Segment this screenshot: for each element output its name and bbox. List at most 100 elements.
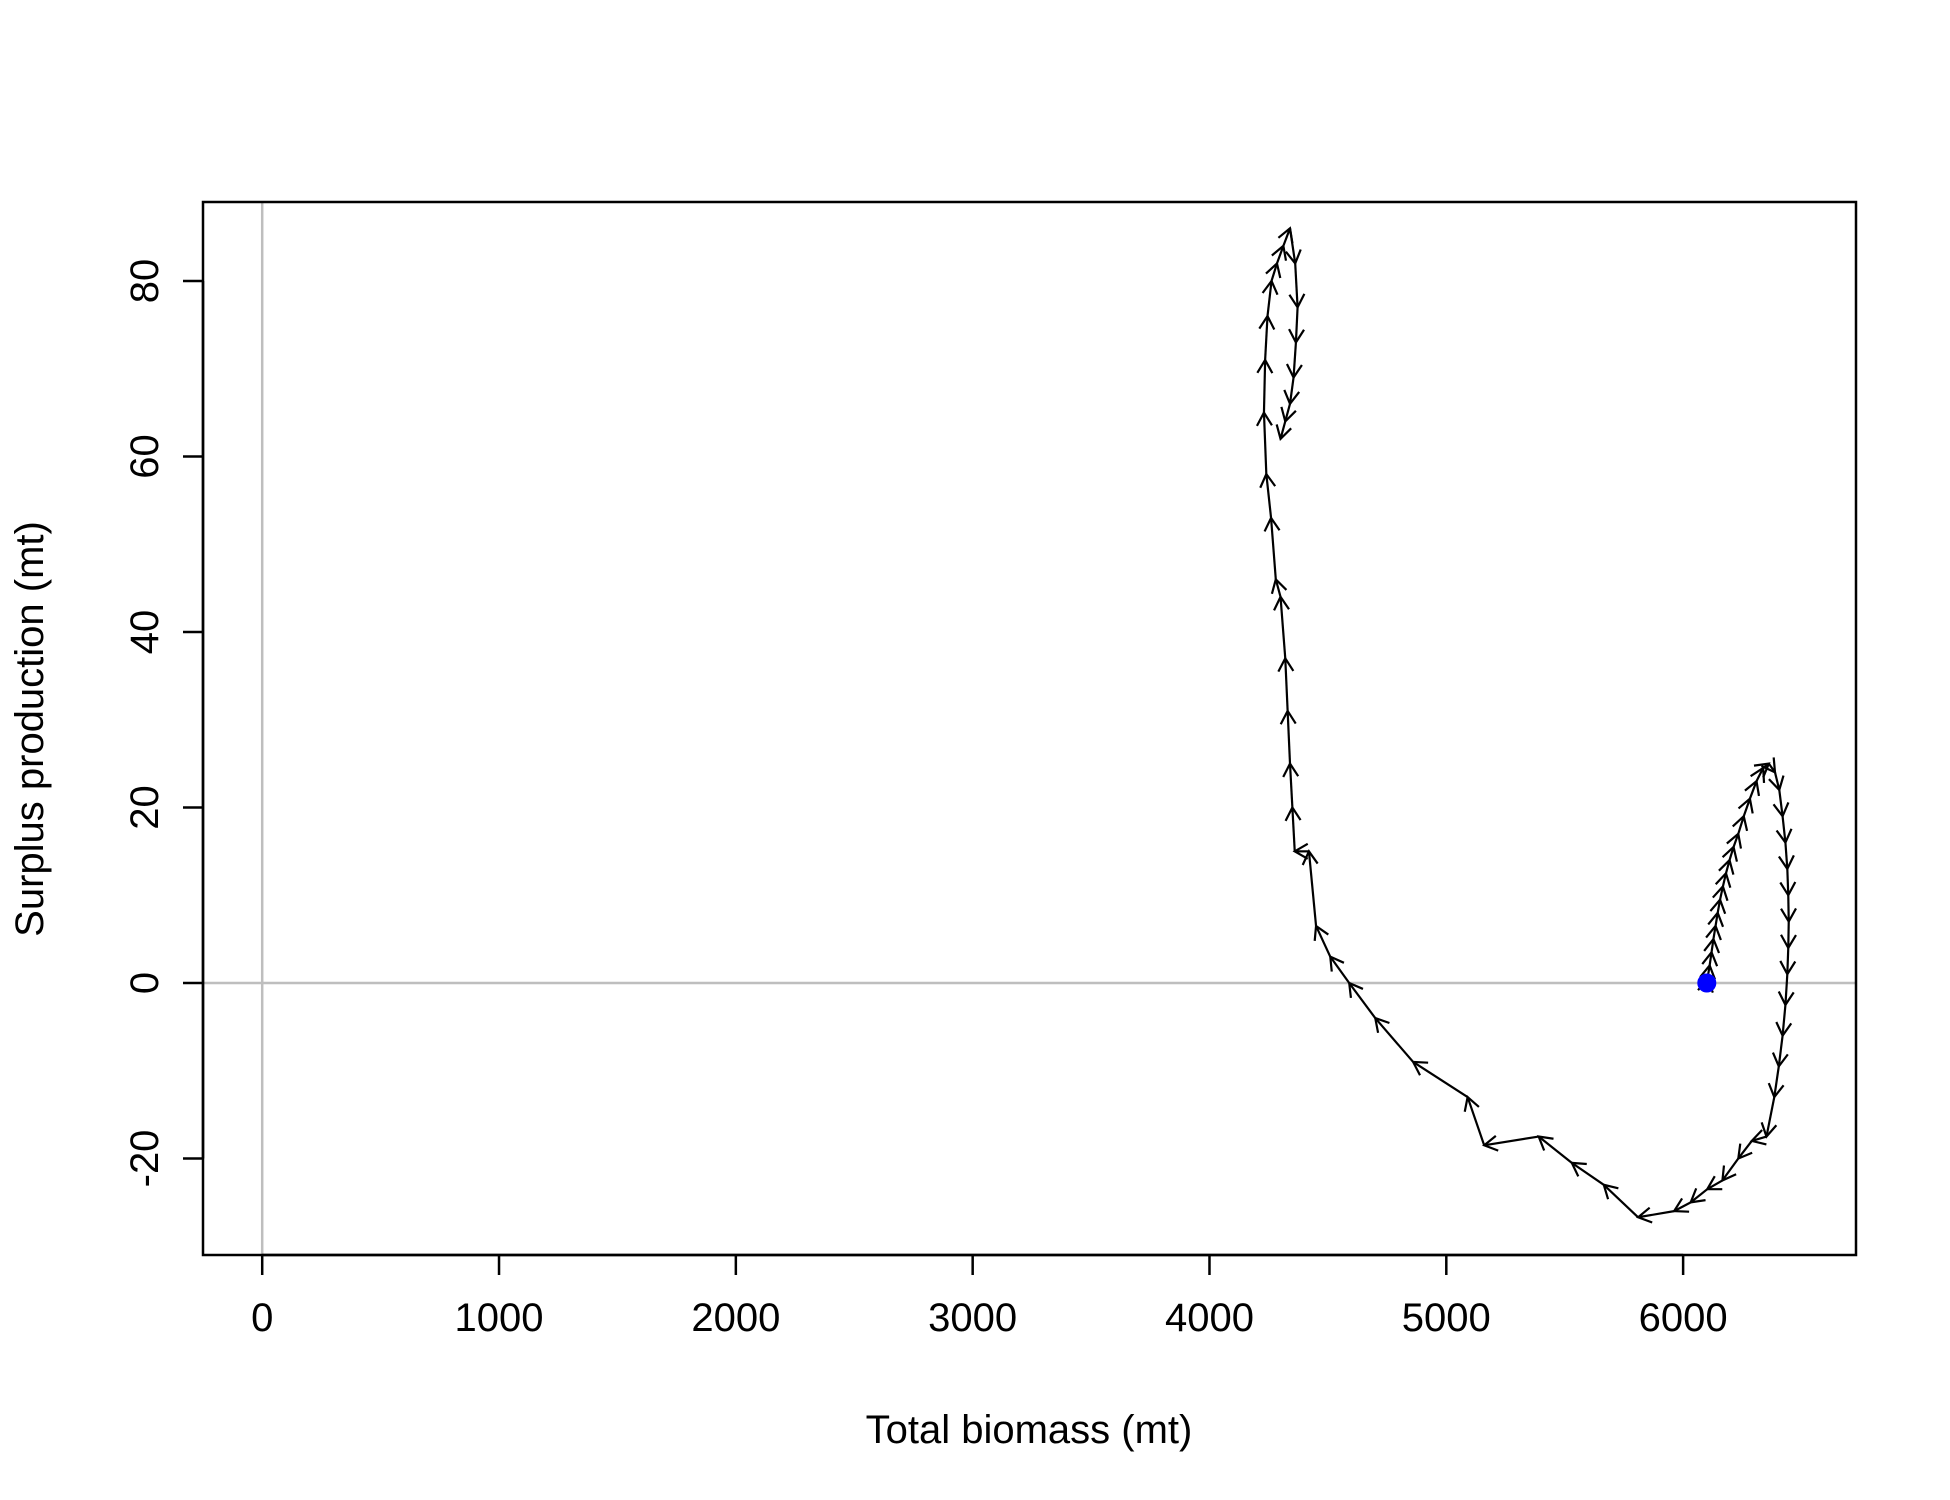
trajectory-arrowhead (1780, 934, 1797, 951)
trajectory-arrowhead (1712, 884, 1729, 902)
trajectory-arrowhead (1482, 1134, 1499, 1152)
trajectory-arrowhead (1313, 923, 1329, 941)
trajectory-arrowhead (1767, 1082, 1785, 1100)
trajectory-segment (1721, 1157, 1740, 1182)
trajectory-arrowhead (1347, 981, 1364, 999)
trajectory (1262, 227, 1790, 1219)
trajectory-arrowhead (1259, 471, 1277, 489)
trajectory-arrowhead (1701, 950, 1719, 967)
trajectory-arrowhead (1721, 1165, 1737, 1183)
trajectory-arrowhead (1772, 801, 1790, 819)
trajectory-arrowhead (1265, 261, 1282, 279)
end-point (1697, 973, 1717, 993)
y-tick-label: 80 (123, 259, 167, 304)
trajectory-segment (1279, 596, 1287, 659)
trajectory-segment (1329, 956, 1351, 984)
trajectory-segment (1748, 780, 1758, 800)
trajectory-arrowhead (1635, 1206, 1653, 1224)
trajectory-arrowhead (1258, 313, 1276, 330)
y-tick-label: 40 (123, 610, 167, 655)
end-point-marker (1697, 973, 1717, 993)
trajectory-segment (1786, 947, 1790, 975)
trajectory-arrowhead (1275, 424, 1292, 442)
trajectory-arrowhead (1688, 1187, 1706, 1204)
trajectory-segment (1603, 1184, 1639, 1219)
trajectory-segment (1721, 873, 1728, 887)
trajectory-arrowhead (1285, 249, 1302, 266)
trajectory-segment (1269, 517, 1277, 580)
trajectory-arrowhead (1709, 897, 1727, 915)
trajectory-segment (1784, 974, 1789, 1005)
trajectory-segment (1718, 886, 1724, 900)
trajectory-segment (1282, 227, 1292, 247)
trajectory-arrowhead (1411, 1060, 1429, 1076)
trajectory-segment (1781, 1004, 1787, 1036)
trajectory-segment (1288, 763, 1294, 808)
trajectory-segment (1765, 1096, 1776, 1137)
trajectory-arrowhead (1768, 775, 1785, 793)
trajectory-segment (1742, 798, 1751, 817)
trajectory-segment (1751, 1135, 1767, 1142)
trajectory-arrowhead (1736, 1143, 1753, 1161)
x-tick-label: 3000 (928, 1296, 1017, 1340)
trajectory-arrowhead (1288, 328, 1305, 345)
trajectory-arrowhead (1255, 410, 1273, 427)
trajectory-arrowhead (1771, 1052, 1789, 1069)
trajectory-arrowhead (1760, 1121, 1778, 1139)
trajectory-segment (1737, 1140, 1753, 1160)
trajectory-arrowhead (1703, 936, 1721, 954)
x-tick-label: 1000 (455, 1296, 544, 1340)
trajectory-arrowhead (1463, 1094, 1480, 1112)
trajectory-segment (1266, 280, 1273, 317)
trajectory-arrowhead (1282, 761, 1300, 778)
trajectory-segment (1294, 263, 1299, 308)
trajectory-arrowhead (1777, 990, 1795, 1008)
trajectory-arrowhead (1760, 757, 1777, 775)
y-tick-label: 20 (123, 785, 167, 830)
trajectory-arrowhead (1288, 293, 1306, 310)
trajectory-segment (1778, 789, 1784, 817)
trajectory-segment (1637, 1210, 1675, 1219)
trajectory-arrowhead (1718, 858, 1735, 875)
trajectory-arrowhead (1279, 708, 1297, 725)
x-tick-label: 5000 (1402, 1296, 1491, 1340)
trajectory-segment (1348, 982, 1377, 1019)
trajectory-arrowhead (1373, 1016, 1390, 1034)
trajectory-segment (1291, 807, 1296, 852)
trajectory-arrowhead (1699, 963, 1717, 980)
trajectory-arrowhead (1707, 910, 1725, 928)
trajectory-arrowhead (1283, 389, 1301, 407)
trajectory-arrowhead (1779, 881, 1797, 898)
trajectory-arrowhead (1301, 849, 1319, 866)
trajectory-segment (1571, 1161, 1605, 1186)
trajectory-arrowhead (1277, 656, 1295, 673)
trajectory-segment (1292, 342, 1298, 378)
trajectory-segment (1262, 412, 1268, 475)
trajectory-segment (1275, 245, 1285, 264)
trajectory-segment (1307, 851, 1318, 927)
trajectory-arrowhead (1261, 278, 1279, 296)
trajectory-segment (1284, 658, 1289, 711)
trajectory-arrowhead (1277, 226, 1294, 244)
trajectory-segment (1270, 263, 1279, 282)
trajectory-arrowhead (1779, 960, 1797, 977)
trajectory-arrowhead (1726, 831, 1743, 849)
y-tick-label: 60 (123, 434, 167, 479)
trajectory-arrowhead (1753, 762, 1771, 778)
trajectory-segment (1284, 403, 1292, 422)
trajectory-segment (1714, 912, 1719, 927)
trajectory-segment (1484, 1135, 1539, 1147)
trajectory-segment (1274, 579, 1282, 598)
trajectory-segment (1262, 359, 1267, 413)
trajectory-segment (1264, 316, 1269, 361)
x-tick-label: 4000 (1165, 1296, 1254, 1340)
x-axis: 0 1000 2000 3000 4000 5000 6000 (251, 1253, 1728, 1340)
trajectory-segment (1412, 1061, 1469, 1098)
trajectory-arrowhead (1780, 907, 1797, 924)
y-axis-title: Surplus production (mt) (8, 521, 52, 937)
trajectory-segment (1716, 899, 1722, 913)
y-axis: -20 0 20 40 60 80 (123, 259, 205, 1187)
trajectory-arrowhead (1777, 854, 1795, 872)
trajectory-arrowhead (1672, 1197, 1690, 1213)
